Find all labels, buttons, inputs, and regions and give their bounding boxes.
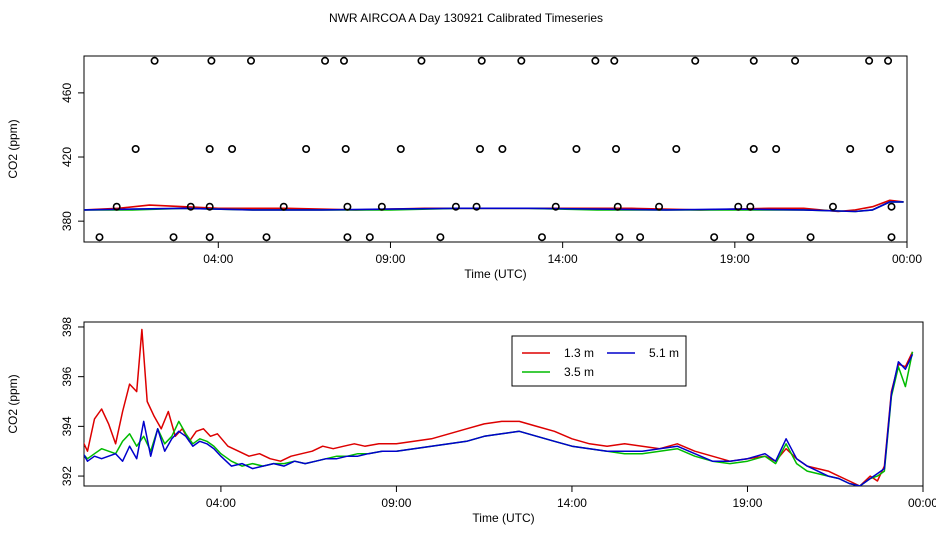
bottom-y-tick-label: 392 (60, 466, 74, 486)
scatter-point (262, 233, 271, 242)
scatter-point (436, 233, 445, 242)
scatter-point (806, 233, 815, 242)
top-x-tick-label: 14:00 (548, 252, 578, 266)
scatter-point (207, 56, 216, 65)
top-y-tick-label: 460 (60, 83, 74, 103)
scatter-point (691, 56, 700, 65)
scatter-point (572, 145, 581, 154)
scatter-point (591, 56, 600, 65)
scatter-point (710, 233, 719, 242)
legend-box (511, 335, 687, 387)
bottom-y-axis-label: CO2 (ppm) (6, 374, 20, 433)
scatter-point (150, 56, 159, 65)
top-panel-scatter: 04:00 09:00 14:00 19:00 00:00 380 420 460 Time (… (6, 55, 922, 281)
scatter-point (551, 202, 560, 211)
scatter-point (205, 145, 214, 154)
scatter-point (476, 145, 485, 154)
scatter-point (884, 56, 893, 65)
scatter-point (865, 56, 874, 65)
top-plot-frame (83, 55, 908, 243)
scatter-point (112, 202, 121, 211)
bottom-series-line-3-5-m (84, 351, 914, 486)
scatter-point (887, 202, 896, 211)
scatter-point (131, 145, 140, 154)
top-y-tick-label: 420 (60, 147, 74, 167)
scatter-point (205, 202, 214, 211)
scatter-point (846, 145, 855, 154)
scatter-point (498, 145, 507, 154)
scatter-point (828, 202, 837, 211)
bottom-x-axis-label: Time (UTC) (472, 511, 534, 525)
scatter-point (339, 56, 348, 65)
scatter-point (228, 145, 237, 154)
top-x-tick-label: 04:00 (203, 252, 233, 266)
legend: 1.3 m 3.5 m 5.1 m (511, 335, 687, 387)
scatter-point (396, 145, 405, 154)
bottom-x-tick-label: 00:00 (908, 496, 936, 510)
legend-label: 5.1 m (649, 346, 679, 360)
scatter-point (451, 202, 460, 211)
scatter-point (205, 233, 214, 242)
bottom-x-tick-label: 19:00 (732, 496, 762, 510)
bottom-series-line-5-1-m (84, 353, 914, 486)
top-y-tick-label: 380 (60, 211, 74, 231)
scatter-point (341, 145, 350, 154)
scatter-point (749, 56, 758, 65)
scatter-point (472, 202, 481, 211)
bottom-x-tick-label: 09:00 (381, 496, 411, 510)
scatter-point (321, 56, 330, 65)
scatter-point (746, 202, 755, 211)
scatter-point (169, 233, 178, 242)
scatter-point (517, 56, 526, 65)
scatter-point (885, 145, 894, 154)
top-x-tick-label: 09:00 (375, 252, 405, 266)
chart-title: NWR AIRCOA A Day 130921 Calibrated Times… (329, 11, 603, 25)
scatter-point (377, 202, 386, 211)
scatter-point (247, 56, 256, 65)
top-plot-area (84, 199, 904, 213)
scatter-point (615, 233, 624, 242)
bottom-y-tick-label: 398 (60, 317, 74, 337)
top-x-tick-label: 19:00 (720, 252, 750, 266)
scatter-point (343, 233, 352, 242)
scatter-point (613, 202, 622, 211)
bottom-plot-frame (83, 321, 924, 487)
legend-label: 3.5 m (564, 365, 594, 379)
scatter-point (672, 145, 681, 154)
scatter-point (772, 145, 781, 154)
scatter-point (887, 233, 896, 242)
top-y-axis-label: CO2 (ppm) (6, 119, 20, 178)
bottom-panel-lines: 04:00 09:00 14:00 19:00 00:00 392 394 396 398 Tim… (6, 317, 936, 525)
scatter-point (365, 233, 374, 242)
bottom-y-tick-label: 396 (60, 366, 74, 386)
bottom-series-line-1-3-m (84, 328, 914, 486)
scatter-point (477, 56, 486, 65)
scatter-point (417, 56, 426, 65)
top-series-line-5-1-m (84, 201, 904, 213)
scatter-point (343, 202, 352, 211)
scatter-point (749, 145, 758, 154)
scatter-point (636, 233, 645, 242)
scatter-point (746, 233, 755, 242)
scatter-point (302, 145, 311, 154)
top-x-tick-label: 00:00 (892, 252, 922, 266)
scatter-point (734, 202, 743, 211)
scatter-point (610, 56, 619, 65)
scatter-point (612, 145, 621, 154)
bottom-x-tick-label: 04:00 (206, 496, 236, 510)
top-x-axis-label: Time (UTC) (464, 267, 526, 281)
scatter-point (186, 202, 195, 211)
scatter-point (537, 233, 546, 242)
bottom-y-tick-label: 394 (60, 416, 74, 436)
scatter-point (655, 202, 664, 211)
scatter-point (791, 56, 800, 65)
bottom-x-tick-label: 14:00 (557, 496, 587, 510)
scatter-point (279, 202, 288, 211)
legend-label: 1.3 m (564, 346, 594, 360)
scatter-point (95, 233, 104, 242)
bottom-plot-area (84, 328, 914, 486)
